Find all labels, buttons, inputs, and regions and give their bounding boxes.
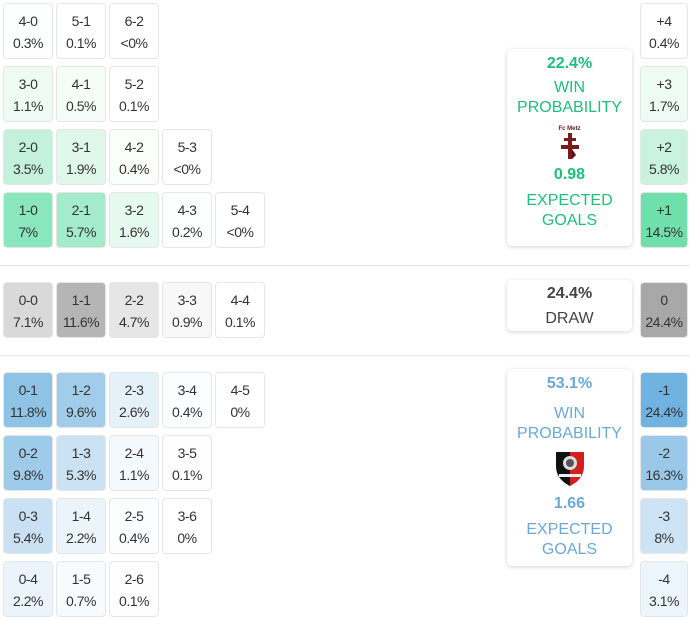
stade-rennais-logo-icon	[555, 452, 584, 486]
away-win-label-2: PROBABILITY	[517, 425, 622, 442]
draw-margin-cell: 0 24.4%	[640, 282, 688, 338]
score-cell: 4-5 0%	[215, 372, 265, 428]
score-cell: 2-5 0.4%	[109, 498, 159, 554]
score-cell: 1-5 0.7%	[56, 561, 106, 617]
margin-cell: +4 0.4%	[640, 3, 688, 59]
draw-summary-card: 24.4% DRAW	[507, 280, 632, 331]
margin-cell: +2 5.8%	[640, 129, 688, 185]
margin-cell: -1 24.4%	[640, 372, 688, 428]
score-cell: 3-3 0.9%	[162, 282, 212, 338]
score-cell: 3-0 1.1%	[3, 66, 53, 122]
fc-metz-logo-icon	[560, 133, 579, 159]
score-cell: 3-1 1.9%	[56, 129, 106, 185]
score-cell: 4-3 0.2%	[162, 192, 212, 248]
margin-cell: +3 1.7%	[640, 66, 688, 122]
score-cell: 5-4 <0%	[215, 192, 265, 248]
score-cell: 5-1 0.1%	[56, 3, 106, 59]
away-win-label-1: WIN	[553, 405, 586, 422]
home-win-label-1: WIN	[553, 79, 586, 96]
score-cell: 3-5 0.1%	[162, 435, 212, 491]
score-cell: 0-4 2.2%	[3, 561, 53, 617]
score-cell: 0-2 9.8%	[3, 435, 53, 491]
score-cell: 0-3 5.4%	[3, 498, 53, 554]
score-cell: 2-4 1.1%	[109, 435, 159, 491]
score-cell: 2-1 5.7%	[56, 192, 106, 248]
home-summary-card: 22.4% WIN PROBABILITY Fc Metz 0.98 EXPEC…	[507, 49, 632, 246]
divider	[0, 265, 690, 266]
home-win-probability: 22.4%	[546, 55, 593, 72]
score-cell: 4-1 0.5%	[56, 66, 106, 122]
score-cell: 3-6 0%	[162, 498, 212, 554]
away-xg-label-1: EXPECTED	[526, 521, 613, 538]
score-cell: 3-2 1.6%	[109, 192, 159, 248]
home-win-label-2: PROBABILITY	[517, 99, 622, 116]
draw-probability: 24.4%	[546, 285, 593, 302]
score-cell: 4-2 0.4%	[109, 129, 159, 185]
score-cell: 2-2 4.7%	[109, 282, 159, 338]
score-cell: 2-0 3.5%	[3, 129, 53, 185]
away-win-probability: 53.1%	[546, 375, 593, 392]
margin-cell: -4 3.1%	[640, 561, 688, 617]
score-cell: 2-6 0.1%	[109, 561, 159, 617]
home-xg-label-1: EXPECTED	[526, 192, 613, 209]
away-summary-card: 53.1% WIN PROBABILITY 1.66 EXPECTED GOAL…	[507, 369, 632, 566]
score-cell: 1-1 11.6%	[56, 282, 106, 338]
score-cell: 3-4 0.4%	[162, 372, 212, 428]
margin-cell: -2 16.3%	[640, 435, 688, 491]
score-cell: 5-3 <0%	[162, 129, 212, 185]
score-cell: 1-0 7%	[3, 192, 53, 248]
home-expected-goals: 0.98	[553, 166, 586, 183]
score-cell: 1-2 9.6%	[56, 372, 106, 428]
score-cell: 6-2 <0%	[109, 3, 159, 59]
score-cell: 1-4 2.2%	[56, 498, 106, 554]
score-cell: 2-3 2.6%	[109, 372, 159, 428]
margin-cell: -3 8%	[640, 498, 688, 554]
score-cell: 0-0 7.1%	[3, 282, 53, 338]
away-xg-label-2: GOALS	[541, 541, 598, 558]
score-cell: 4-0 0.3%	[3, 3, 53, 59]
draw-label: DRAW	[545, 310, 594, 327]
home-xg-label-2: GOALS	[541, 212, 598, 229]
score-cell: 4-4 0.1%	[215, 282, 265, 338]
score-cell: 0-1 11.8%	[3, 372, 53, 428]
score-cell: 5-2 0.1%	[109, 66, 159, 122]
home-team-name: Fc Metz	[558, 126, 581, 132]
away-expected-goals: 1.66	[553, 495, 586, 512]
divider	[0, 355, 690, 356]
score-cell: 1-3 5.3%	[56, 435, 106, 491]
margin-cell: +1 14.5%	[640, 192, 688, 248]
